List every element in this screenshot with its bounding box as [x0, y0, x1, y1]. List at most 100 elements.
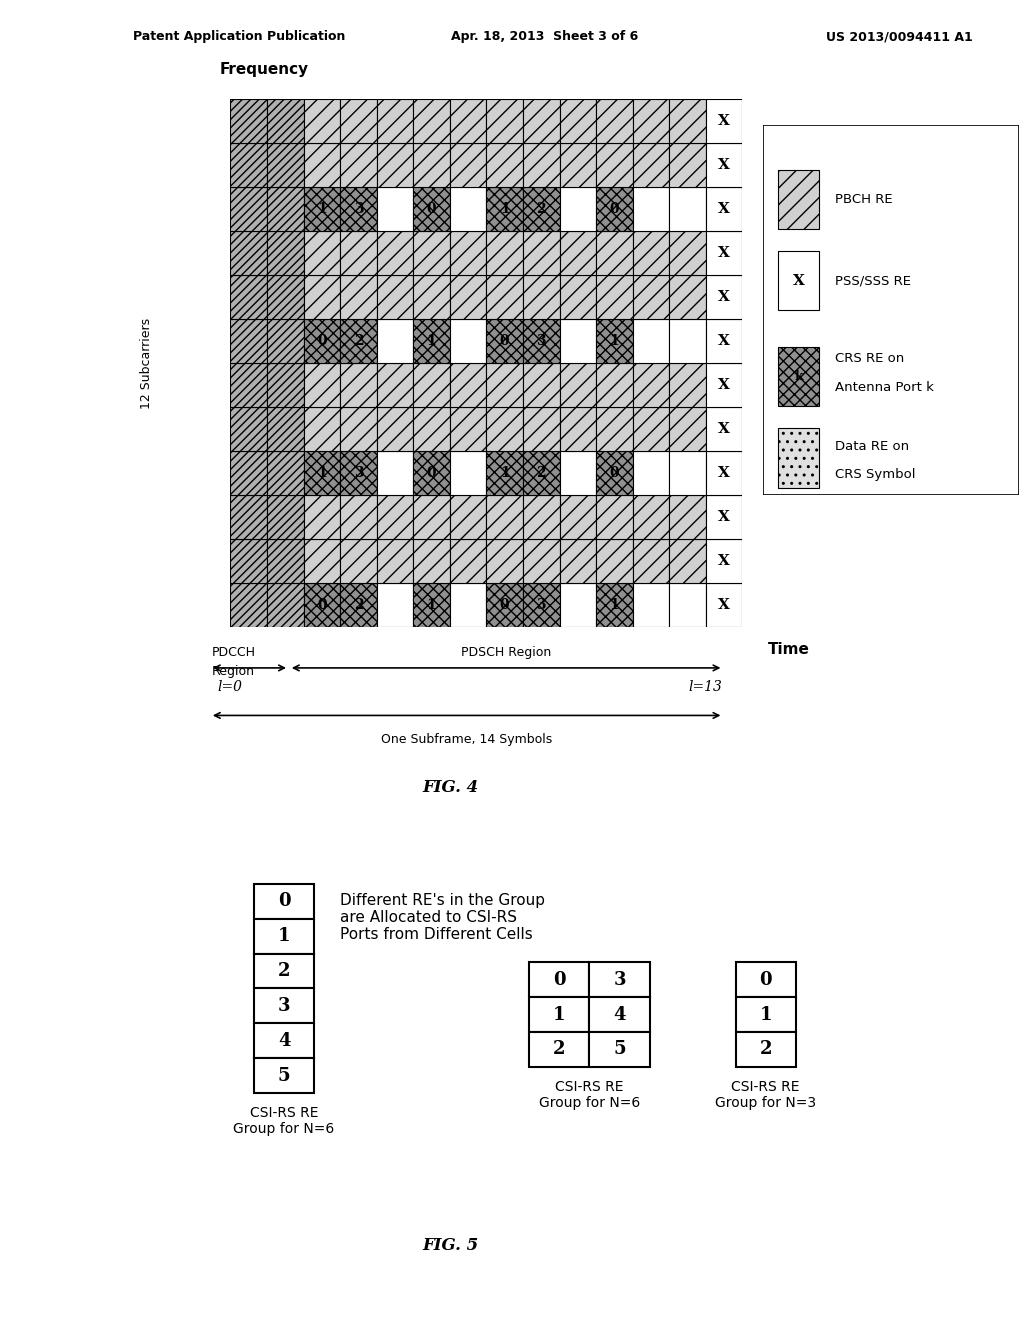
Bar: [706, 451, 742, 495]
Text: 3: 3: [353, 466, 364, 480]
Bar: [303, 451, 340, 495]
Bar: [523, 451, 559, 495]
Bar: [303, 407, 340, 451]
Bar: [254, 989, 314, 1023]
Bar: [486, 275, 523, 319]
Text: 0: 0: [317, 598, 327, 612]
Bar: [450, 495, 486, 539]
Bar: [670, 407, 706, 451]
Text: X: X: [793, 273, 805, 288]
Bar: [523, 231, 559, 275]
Bar: [778, 347, 819, 407]
Bar: [377, 495, 414, 539]
Bar: [706, 275, 742, 319]
Bar: [230, 363, 267, 407]
Bar: [559, 583, 596, 627]
Bar: [377, 451, 414, 495]
Bar: [450, 319, 486, 363]
Bar: [450, 143, 486, 187]
Bar: [559, 407, 596, 451]
Text: CSI-RS RE
Group for N=6: CSI-RS RE Group for N=6: [233, 1106, 335, 1137]
Text: 1: 1: [553, 1006, 565, 1023]
Bar: [670, 231, 706, 275]
Bar: [340, 319, 377, 363]
Bar: [340, 495, 377, 539]
Bar: [267, 583, 303, 627]
Bar: [778, 251, 819, 310]
Text: 4: 4: [278, 1032, 291, 1049]
Text: 2: 2: [553, 1040, 565, 1059]
Bar: [596, 187, 633, 231]
Bar: [706, 407, 742, 451]
Bar: [377, 319, 414, 363]
Bar: [523, 187, 559, 231]
Bar: [486, 143, 523, 187]
Text: PDSCH Region: PDSCH Region: [461, 645, 551, 659]
Bar: [303, 143, 340, 187]
Bar: [590, 997, 649, 1032]
Bar: [450, 583, 486, 627]
Bar: [486, 187, 523, 231]
Bar: [340, 539, 377, 583]
Bar: [523, 319, 559, 363]
Text: Apr. 18, 2013  Sheet 3 of 6: Apr. 18, 2013 Sheet 3 of 6: [451, 30, 638, 44]
Text: Patent Application Publication: Patent Application Publication: [133, 30, 345, 44]
Bar: [267, 407, 303, 451]
Text: l=0: l=0: [218, 680, 243, 694]
Bar: [596, 319, 633, 363]
Text: FIG. 4: FIG. 4: [423, 779, 478, 796]
Bar: [596, 231, 633, 275]
Bar: [529, 962, 590, 997]
Text: X: X: [718, 202, 730, 216]
Text: Frequency: Frequency: [219, 62, 308, 77]
Bar: [706, 231, 742, 275]
Bar: [670, 539, 706, 583]
Text: 0: 0: [609, 466, 620, 480]
Text: 3: 3: [613, 970, 626, 989]
Text: One Subframe, 14 Symbols: One Subframe, 14 Symbols: [381, 733, 552, 746]
Bar: [377, 407, 414, 451]
Text: X: X: [718, 290, 730, 304]
Bar: [303, 539, 340, 583]
Text: 1: 1: [609, 598, 620, 612]
Text: X: X: [718, 158, 730, 172]
Text: 1: 1: [317, 202, 327, 216]
Bar: [559, 187, 596, 231]
Text: 0: 0: [609, 202, 620, 216]
Bar: [778, 429, 819, 487]
Text: Data RE on: Data RE on: [835, 441, 908, 454]
Bar: [590, 962, 649, 997]
Bar: [633, 275, 670, 319]
Bar: [450, 363, 486, 407]
Text: 5: 5: [278, 1067, 291, 1085]
Text: X: X: [718, 510, 730, 524]
Bar: [377, 187, 414, 231]
Bar: [414, 143, 450, 187]
Bar: [267, 231, 303, 275]
Bar: [559, 539, 596, 583]
Bar: [414, 495, 450, 539]
Bar: [267, 187, 303, 231]
Text: 2: 2: [537, 202, 546, 216]
Bar: [559, 451, 596, 495]
Text: 2: 2: [278, 962, 291, 979]
Bar: [230, 407, 267, 451]
Bar: [267, 539, 303, 583]
Text: 0: 0: [427, 466, 436, 480]
Bar: [633, 451, 670, 495]
Bar: [706, 539, 742, 583]
Text: PDCCH: PDCCH: [212, 645, 256, 659]
Bar: [340, 275, 377, 319]
Bar: [230, 99, 267, 143]
Bar: [633, 143, 670, 187]
Bar: [340, 99, 377, 143]
Bar: [230, 451, 267, 495]
Bar: [377, 99, 414, 143]
Bar: [559, 363, 596, 407]
Bar: [340, 407, 377, 451]
Text: Antenna Port k: Antenna Port k: [835, 381, 934, 395]
Text: CRS RE on: CRS RE on: [835, 351, 904, 364]
Text: CSI-RS RE
Group for N=6: CSI-RS RE Group for N=6: [539, 1080, 640, 1110]
Text: Region: Region: [212, 665, 255, 678]
Text: X: X: [718, 466, 730, 480]
